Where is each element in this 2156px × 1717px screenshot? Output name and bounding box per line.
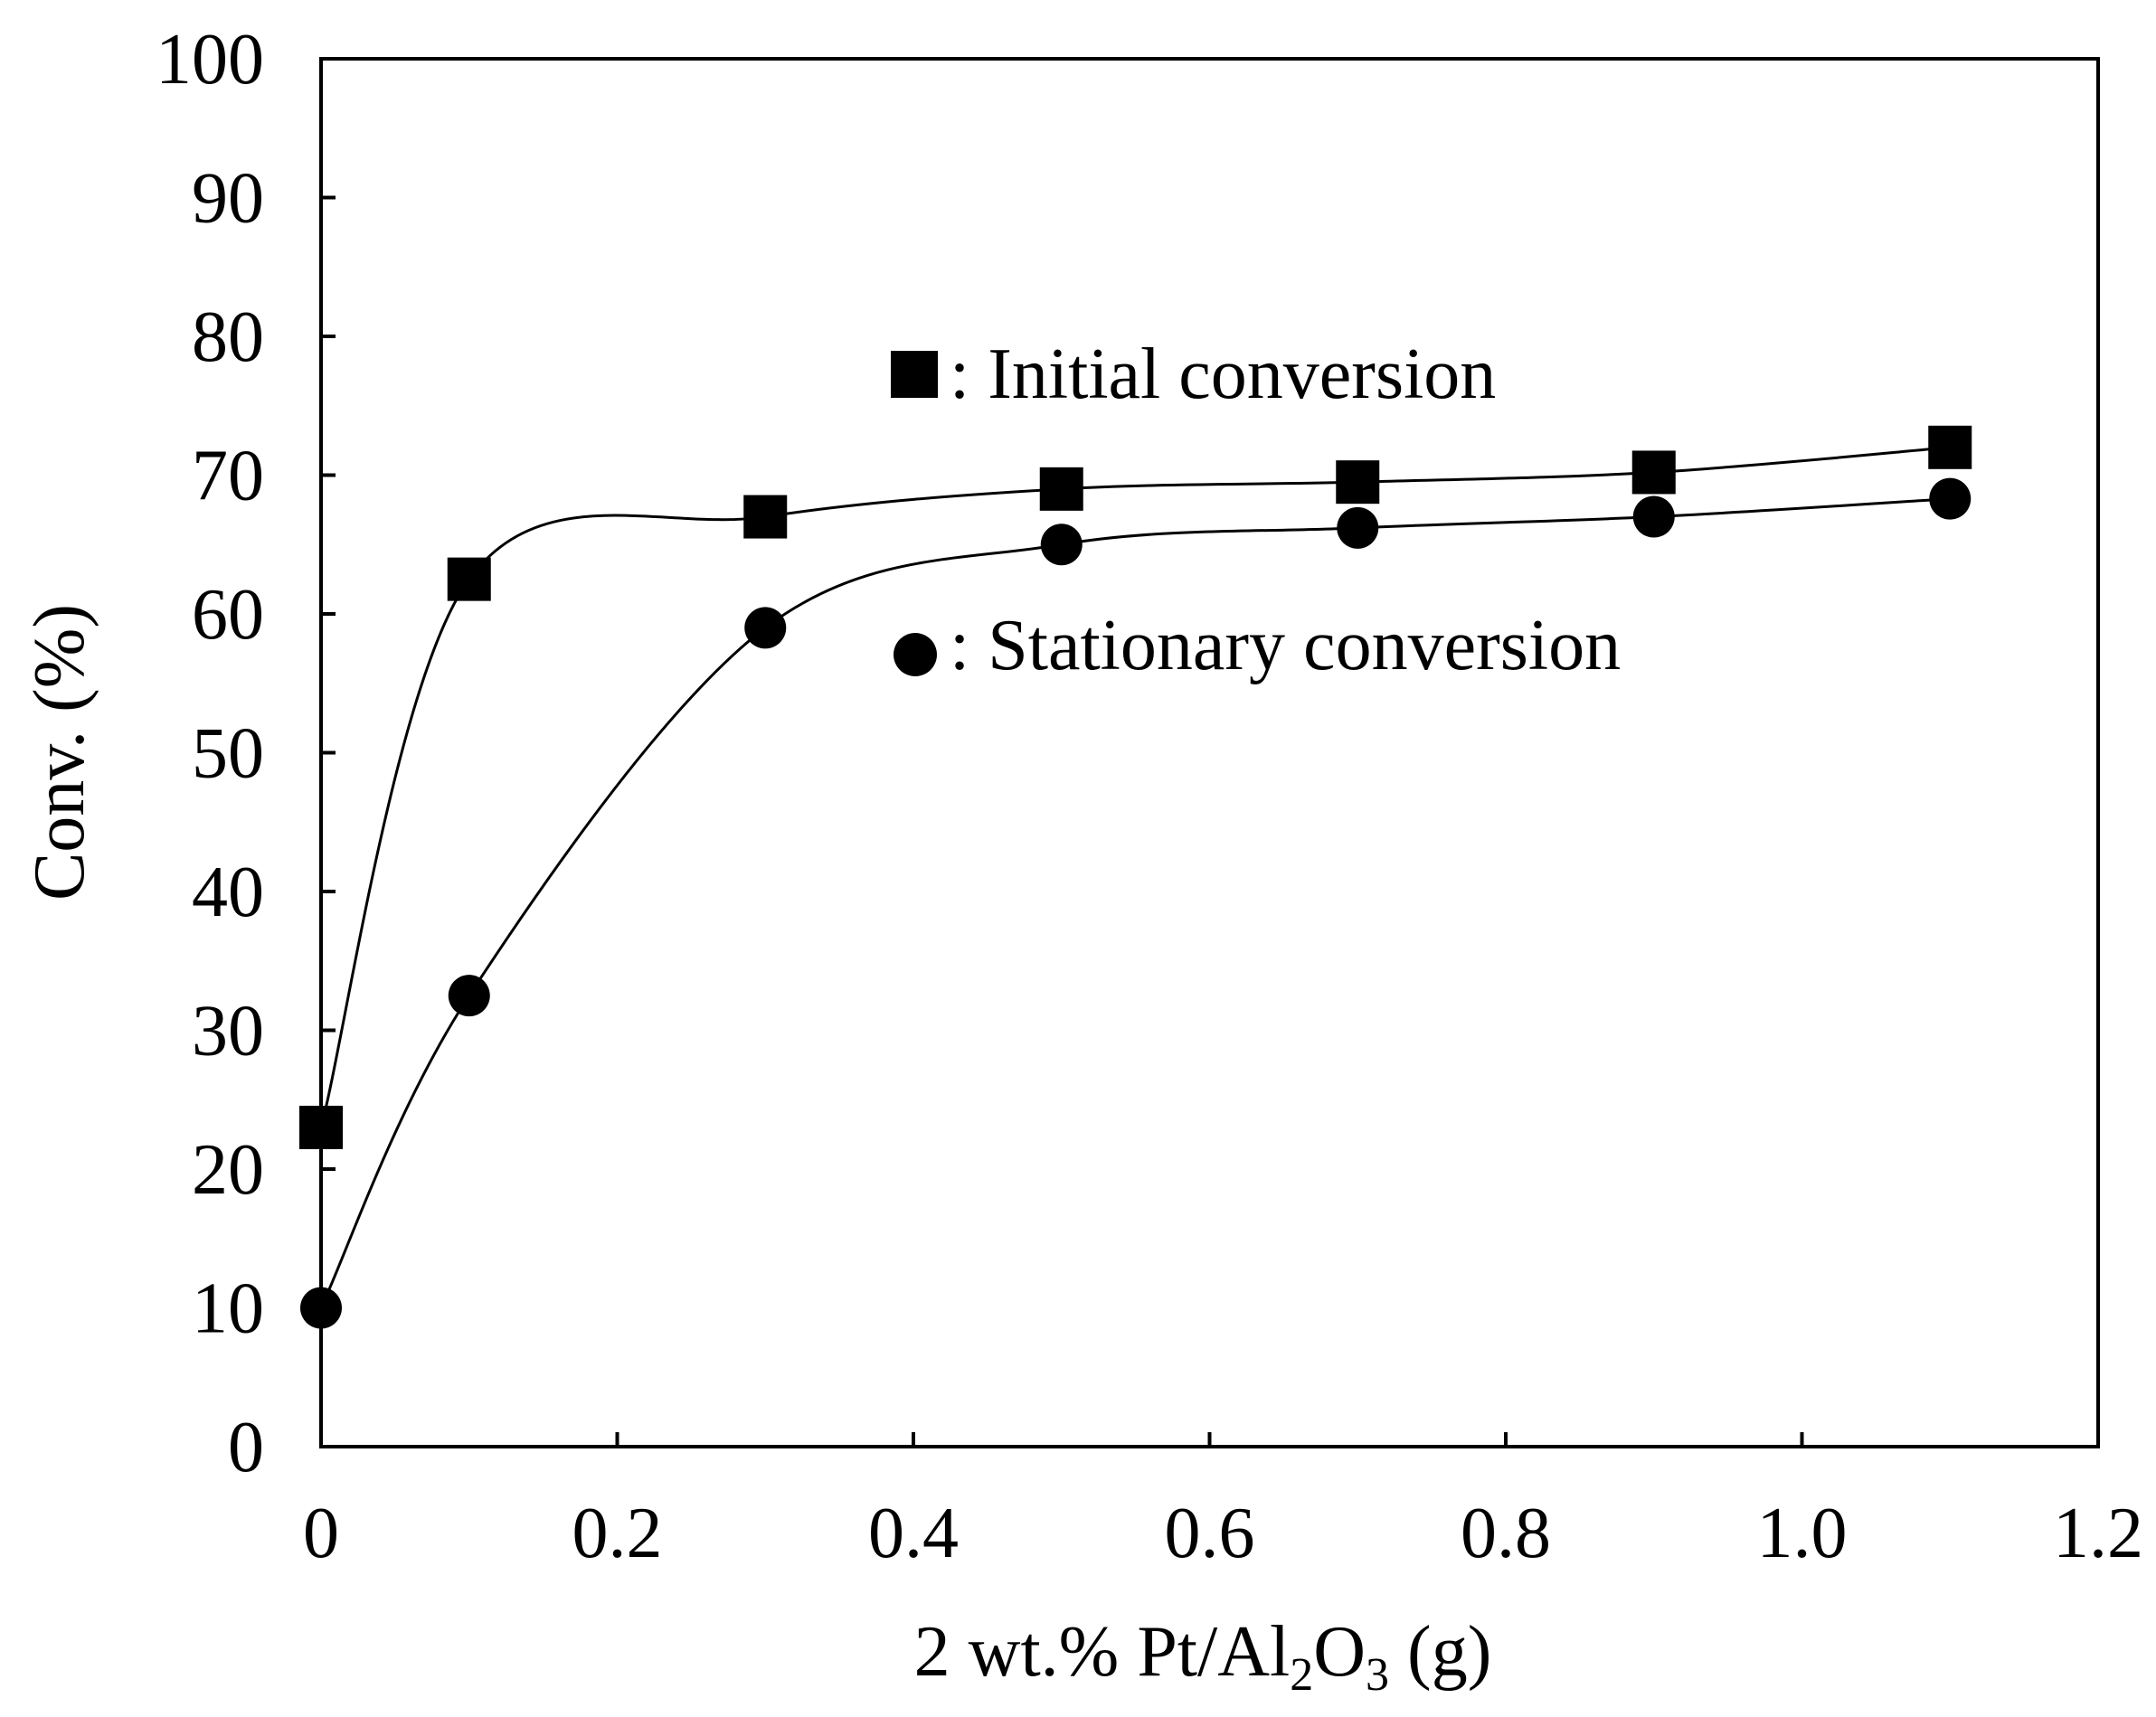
- y-tick-label: 50: [192, 714, 264, 794]
- data-point-square: [299, 1105, 343, 1149]
- y-axis-title: Conv. (%): [20, 604, 99, 901]
- legend-label-initial: : Initial conversion: [950, 335, 1496, 414]
- data-point-square: [1928, 425, 1972, 469]
- y-tick-label: 100: [156, 20, 264, 99]
- x-axis-title-sub1: 2: [1290, 1649, 1313, 1701]
- data-point-square: [447, 557, 491, 601]
- y-tick-label: 40: [192, 853, 264, 932]
- x-axis-title: 2 wt.% Pt/Al2O3 (g): [914, 1612, 1492, 1701]
- x-tick-label: 1.2: [2053, 1494, 2143, 1573]
- data-point-circle: [1929, 477, 1972, 520]
- legend: : Initial conversion : Stationary conver…: [891, 335, 1621, 685]
- x-tick-label: 0: [303, 1494, 339, 1573]
- data-point-circle: [744, 607, 787, 649]
- series-line-0: [319, 446, 1951, 1128]
- y-tick-label: 20: [192, 1130, 264, 1210]
- x-tick-label: 0.4: [868, 1494, 959, 1573]
- y-tick-label: 70: [192, 437, 264, 516]
- y-tick-label: 10: [192, 1269, 264, 1349]
- x-axis-ticks: 0 0.2 0.4 0.6 0.8 1.0 1.2: [303, 1432, 2143, 1573]
- series-layer: [299, 425, 1972, 1329]
- legend-label-stationary: : Stationary conversion: [950, 606, 1621, 685]
- data-point-circle: [1632, 495, 1675, 538]
- x-tick-label: 0.8: [1461, 1494, 1551, 1573]
- x-axis-title-sub2: 3: [1366, 1649, 1389, 1701]
- data-point-circle: [1337, 506, 1379, 549]
- y-tick-label: 60: [192, 575, 264, 655]
- y-tick-label: 30: [192, 992, 264, 1071]
- legend-marker-initial: [891, 351, 938, 398]
- x-tick-label: 0.2: [572, 1494, 663, 1573]
- x-tick-label: 1.0: [1757, 1494, 1848, 1573]
- x-axis-title-end: (g): [1389, 1612, 1491, 1692]
- data-point-circle: [300, 1287, 342, 1329]
- data-point-square: [1336, 460, 1380, 505]
- data-point-square: [1631, 450, 1676, 495]
- y-tick-label: 80: [192, 297, 264, 377]
- plot-frame: [319, 57, 2100, 1448]
- x-tick-label: 0.6: [1165, 1494, 1255, 1573]
- data-point-circle: [1040, 524, 1083, 566]
- legend-marker-stationary: [894, 633, 937, 676]
- x-axis-title-main: 2 wt.% Pt/Al: [914, 1612, 1291, 1692]
- x-axis-title-mid: O: [1313, 1612, 1366, 1692]
- y-tick-label: 90: [192, 159, 264, 239]
- y-axis-ticks: 0 10 20 30 40 50 60 70 80 90 100: [156, 20, 336, 1487]
- data-point-circle: [448, 975, 490, 1017]
- y-tick-label: 0: [228, 1408, 264, 1487]
- data-point-square: [1039, 467, 1083, 511]
- data-point-square: [743, 495, 788, 539]
